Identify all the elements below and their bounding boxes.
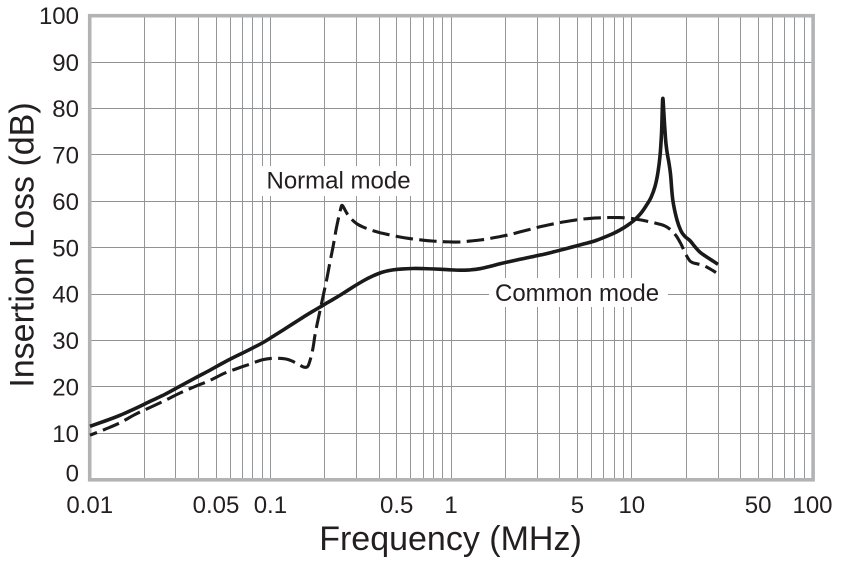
svg-text:10: 10	[618, 492, 645, 519]
svg-text:1: 1	[444, 492, 457, 519]
svg-text:0.1: 0.1	[254, 492, 287, 519]
svg-text:90: 90	[52, 50, 79, 77]
svg-text:0.05: 0.05	[193, 492, 240, 519]
svg-text:Common mode: Common mode	[495, 280, 659, 307]
svg-text:0.01: 0.01	[66, 492, 113, 519]
svg-text:40: 40	[52, 282, 79, 309]
svg-text:80: 80	[52, 96, 79, 123]
svg-text:50: 50	[745, 492, 772, 519]
svg-text:30: 30	[52, 328, 79, 355]
svg-text:20: 20	[52, 374, 79, 401]
svg-text:Frequency (MHz): Frequency (MHz)	[319, 520, 582, 558]
svg-text:100: 100	[39, 3, 79, 30]
svg-text:70: 70	[52, 143, 79, 170]
svg-text:0.5: 0.5	[380, 492, 413, 519]
svg-text:100: 100	[792, 492, 832, 519]
svg-text:5: 5	[571, 492, 584, 519]
svg-text:Insertion Loss (dB): Insertion Loss (dB)	[4, 102, 42, 387]
svg-text:0: 0	[66, 460, 79, 487]
svg-text:Normal mode: Normal mode	[267, 168, 411, 195]
svg-text:60: 60	[52, 189, 79, 216]
svg-text:10: 10	[52, 421, 79, 448]
svg-text:50: 50	[52, 235, 79, 262]
